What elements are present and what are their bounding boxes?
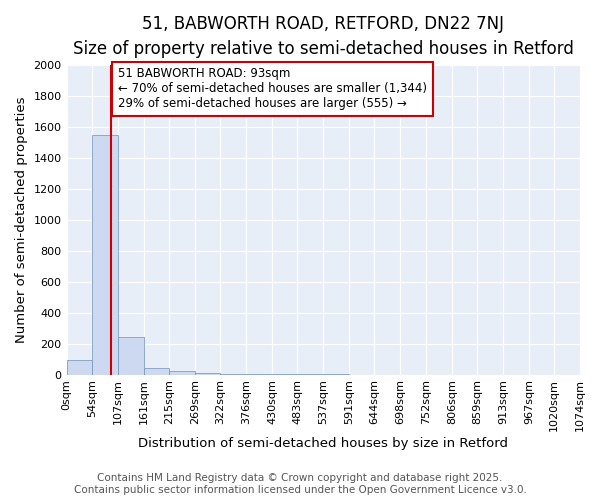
Bar: [118, 338, 143, 374]
X-axis label: Distribution of semi-detached houses by size in Retford: Distribution of semi-detached houses by …: [138, 437, 508, 450]
Bar: [92, 134, 118, 374]
Text: 51 BABWORTH ROAD: 93sqm
← 70% of semi-detached houses are smaller (1,344)
29% of: 51 BABWORTH ROAD: 93sqm ← 70% of semi-de…: [118, 68, 427, 110]
Bar: [169, 370, 195, 374]
Title: 51, BABWORTH ROAD, RETFORD, DN22 7NJ
Size of property relative to semi-detached : 51, BABWORTH ROAD, RETFORD, DN22 7NJ Siz…: [73, 15, 574, 58]
Text: Contains HM Land Registry data © Crown copyright and database right 2025.
Contai: Contains HM Land Registry data © Crown c…: [74, 474, 526, 495]
Bar: [143, 368, 169, 374]
Y-axis label: Number of semi-detached properties: Number of semi-detached properties: [15, 96, 28, 343]
Bar: [67, 360, 92, 374]
